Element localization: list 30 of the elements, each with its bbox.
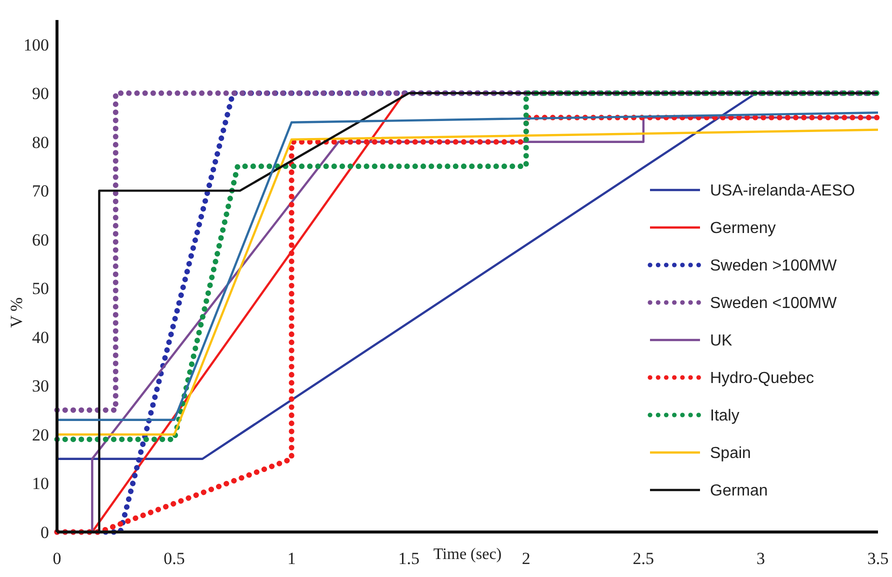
y-tick-label: 0 (40, 522, 49, 542)
legend-label: Spain (710, 445, 751, 462)
legend-label: Italy (710, 408, 740, 425)
x-tick-label: 2.5 (632, 549, 654, 568)
y-tick-label: 80 (32, 132, 49, 152)
x-axis-title: Time (sec) (433, 546, 502, 563)
x-tick-label: 0.5 (164, 549, 185, 568)
x-tick-label: 3.5 (867, 549, 889, 568)
y-tick-label: 30 (32, 376, 49, 396)
legend-label: UK (710, 332, 733, 350)
y-tick-label: 60 (32, 230, 49, 250)
y-tick-label: 40 (32, 328, 49, 347)
y-tick-label: 90 (32, 84, 49, 104)
x-tick-label: 2 (522, 549, 530, 568)
y-tick-label: 20 (32, 425, 49, 444)
y-tick-label: 10 (32, 474, 49, 494)
legend-label: Germeny (710, 220, 776, 238)
x-tick-label: 1.5 (398, 549, 420, 568)
x-tick-label: 3 (756, 549, 765, 568)
legend-label: Hydro-Quebec (710, 370, 814, 388)
x-tick-label: 1 (287, 549, 296, 568)
y-axis-title: V % (7, 297, 26, 328)
legend-label: USA-irelanda-AESO (710, 182, 855, 200)
x-tick-label: 0 (52, 549, 62, 568)
legend-label: Sweden <100MW (710, 295, 838, 312)
y-tick-label: 70 (32, 182, 49, 201)
legend-label: Sweden >100MW (710, 258, 838, 275)
legend-label: German (710, 482, 768, 500)
y-tick-label: 50 (32, 279, 49, 298)
y-tick-label: 100 (24, 35, 49, 54)
